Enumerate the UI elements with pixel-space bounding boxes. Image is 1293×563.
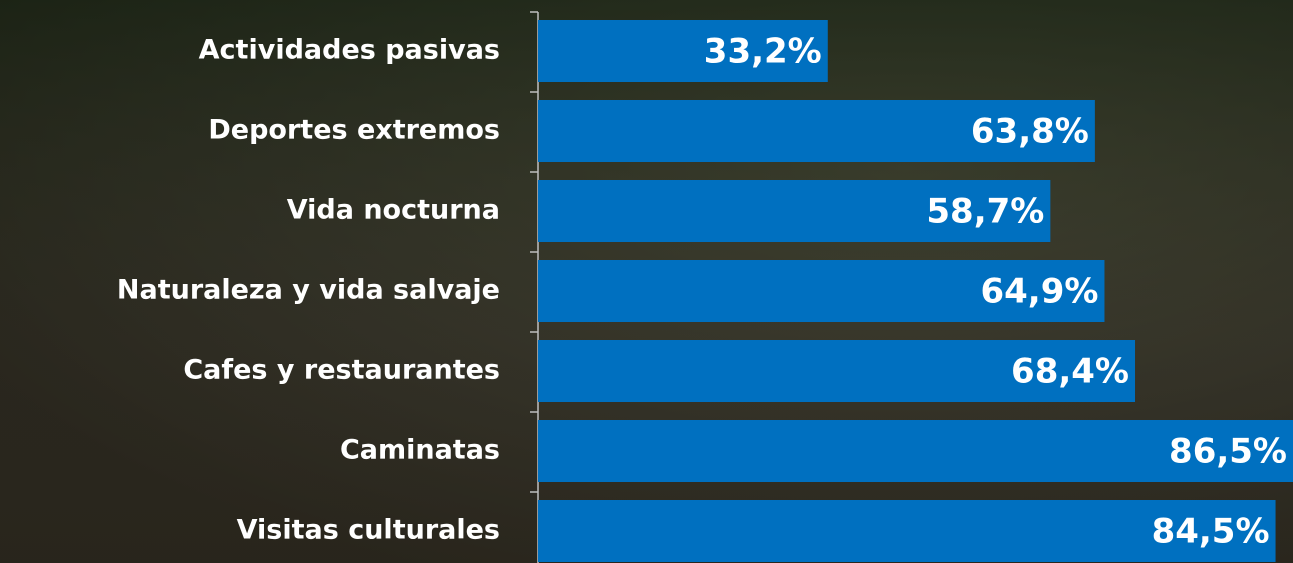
bar xyxy=(538,420,1293,482)
category-label: Cafes y restaurantes xyxy=(183,355,500,386)
category-label: Vida nocturna xyxy=(287,195,500,226)
bar xyxy=(538,20,828,82)
data-label: 63,8% xyxy=(971,112,1089,152)
category-label: Naturaleza y vida salvaje xyxy=(117,275,500,306)
bar xyxy=(538,260,1105,322)
bar xyxy=(538,340,1136,402)
data-label: 33,2% xyxy=(704,32,822,72)
data-label: 68,4% xyxy=(1011,352,1129,392)
category-label: Visitas culturales xyxy=(237,515,500,546)
data-label: 86,5% xyxy=(1169,432,1287,472)
data-label: 84,5% xyxy=(1152,512,1270,552)
category-label: Actividades pasivas xyxy=(199,35,500,66)
data-label: 58,7% xyxy=(926,192,1044,232)
category-label: Deportes extremos xyxy=(208,115,500,146)
bar xyxy=(538,500,1276,562)
category-label: Caminatas xyxy=(340,435,500,466)
bar xyxy=(538,100,1095,162)
data-label: 64,9% xyxy=(980,272,1098,312)
bar xyxy=(538,180,1051,242)
